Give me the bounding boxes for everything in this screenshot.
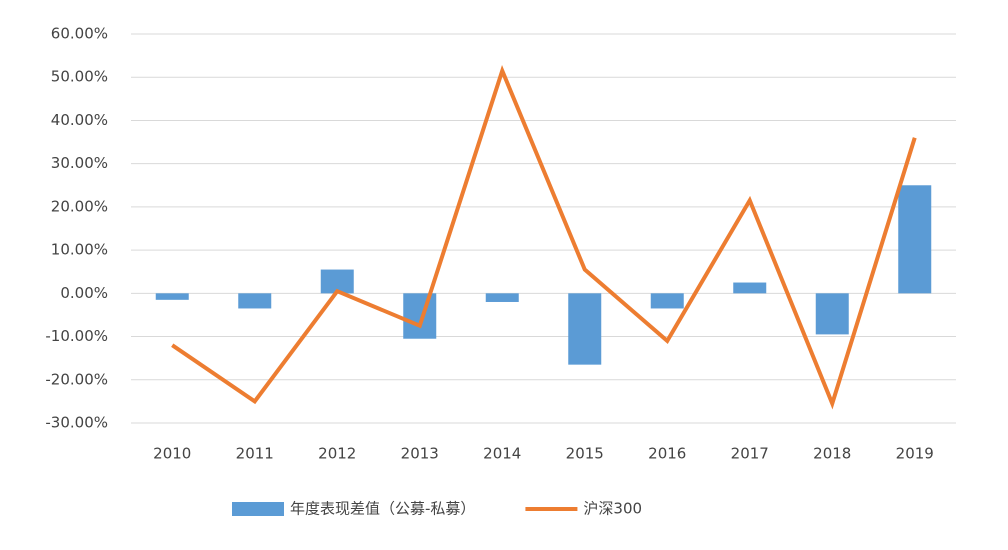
bar: [650, 293, 684, 309]
legend-label: 年度表现差值（公募-私募）: [290, 500, 475, 518]
y-tick-label: 0.00%: [60, 284, 108, 302]
x-tick-label: 2016: [648, 445, 686, 463]
x-tick-label: 2017: [731, 445, 769, 463]
y-tick-label: -30.00%: [45, 414, 108, 432]
x-tick-label: 2018: [813, 445, 851, 463]
bar: [155, 293, 189, 300]
x-tick-label: 2013: [401, 445, 439, 463]
legend-label: 沪深300: [583, 500, 642, 518]
y-tick-label: -10.00%: [45, 327, 108, 345]
y-tick-label: 10.00%: [51, 241, 108, 259]
line-series: [171, 64, 917, 410]
x-tick-label: 2015: [566, 445, 604, 463]
y-tick-label: 50.00%: [51, 68, 108, 86]
x-tick-label: 2014: [483, 445, 521, 463]
x-tick-label: 2010: [153, 445, 191, 463]
bar: [320, 269, 354, 294]
y-tick-label: 30.00%: [51, 154, 108, 172]
legend-swatch: [232, 502, 284, 516]
x-tick-label: 2019: [896, 445, 934, 463]
bar: [238, 293, 272, 309]
x-tick-label: 2012: [318, 445, 356, 463]
bar: [403, 293, 437, 339]
y-tick-label: 40.00%: [51, 111, 108, 129]
bar: [815, 293, 849, 335]
y-tick-label: 20.00%: [51, 197, 108, 215]
x-tick-label: 2011: [236, 445, 274, 463]
y-tick-label: -20.00%: [45, 370, 108, 388]
bar: [485, 293, 519, 302]
bar: [898, 185, 932, 294]
bar: [568, 293, 602, 365]
bar: [733, 282, 767, 294]
y-tick-label: 60.00%: [51, 25, 108, 43]
